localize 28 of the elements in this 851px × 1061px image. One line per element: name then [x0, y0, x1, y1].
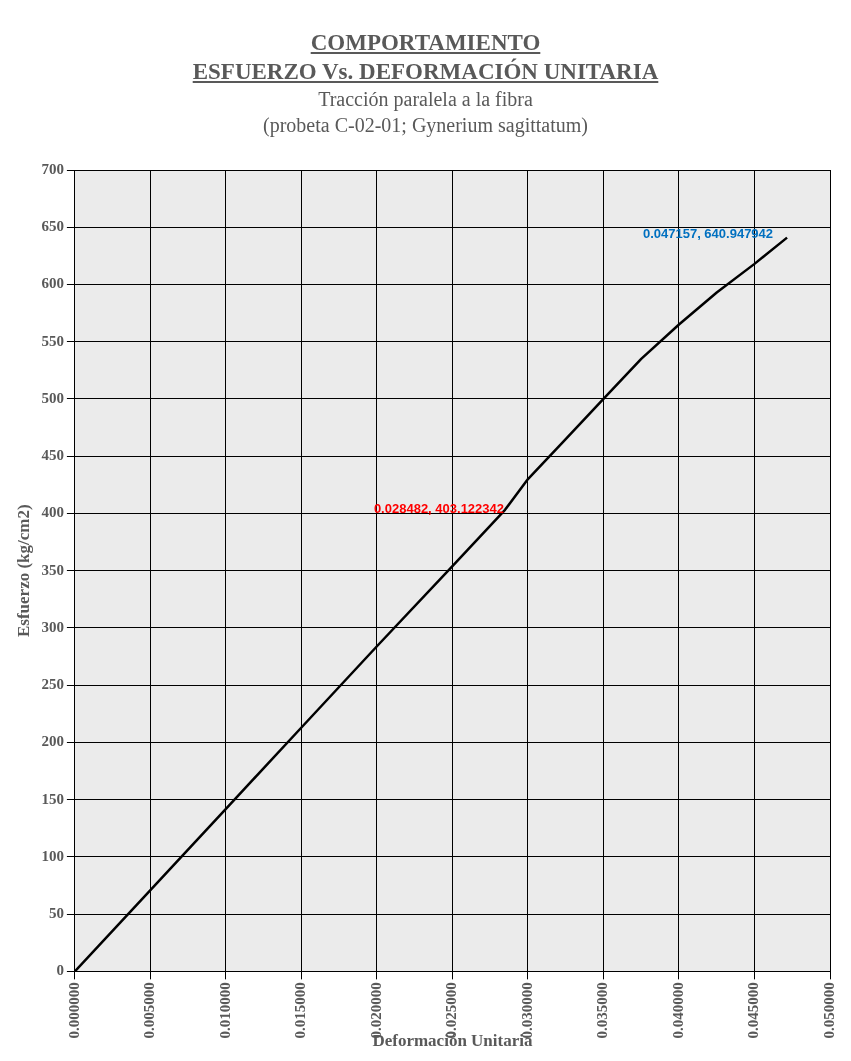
- y-tick-label: 550: [41, 332, 64, 349]
- y-tick-label: 300: [41, 618, 64, 635]
- y-tick-label: 350: [41, 561, 64, 578]
- x-tick-label: 0.000000: [65, 982, 82, 1039]
- x-tick-label: 0.050000: [820, 982, 837, 1039]
- y-tick-label: 250: [41, 676, 64, 693]
- y-tick-label: 100: [41, 847, 64, 864]
- y-tick-label: 600: [41, 275, 64, 292]
- y-tick-label: 50: [48, 904, 64, 921]
- text: COMPORTAMIENTO: [310, 30, 541, 55]
- y-axis-title: Esfuerzo (kg/cm2): [13, 504, 33, 638]
- x-tick-label: 0.015000: [292, 982, 309, 1039]
- text: (probeta C-02-01; Gynerium sagittatum): [263, 114, 588, 136]
- y-tick-label: 150: [41, 790, 64, 807]
- y-tick-label: 450: [41, 447, 64, 464]
- text: ESFUERZO Vs. DEFORMACIÓN UNITARIA: [192, 59, 659, 84]
- x-tick-label: 0.040000: [669, 982, 686, 1039]
- y-tick-label: 0: [56, 962, 64, 979]
- x-tick-label: 0.010000: [216, 982, 233, 1039]
- x-tick-label: 0.005000: [141, 982, 158, 1039]
- y-tick-label: 200: [41, 733, 64, 750]
- y-tick-label: 400: [41, 504, 64, 521]
- y-tick-label: 700: [41, 160, 64, 177]
- x-tick-label: 0.035000: [594, 982, 611, 1039]
- y-tick-label: 500: [41, 389, 64, 406]
- y-tick-label: 650: [41, 218, 64, 235]
- text: Tracción paralela a la fibra: [318, 88, 533, 110]
- x-tick-label: 0.045000: [745, 982, 762, 1039]
